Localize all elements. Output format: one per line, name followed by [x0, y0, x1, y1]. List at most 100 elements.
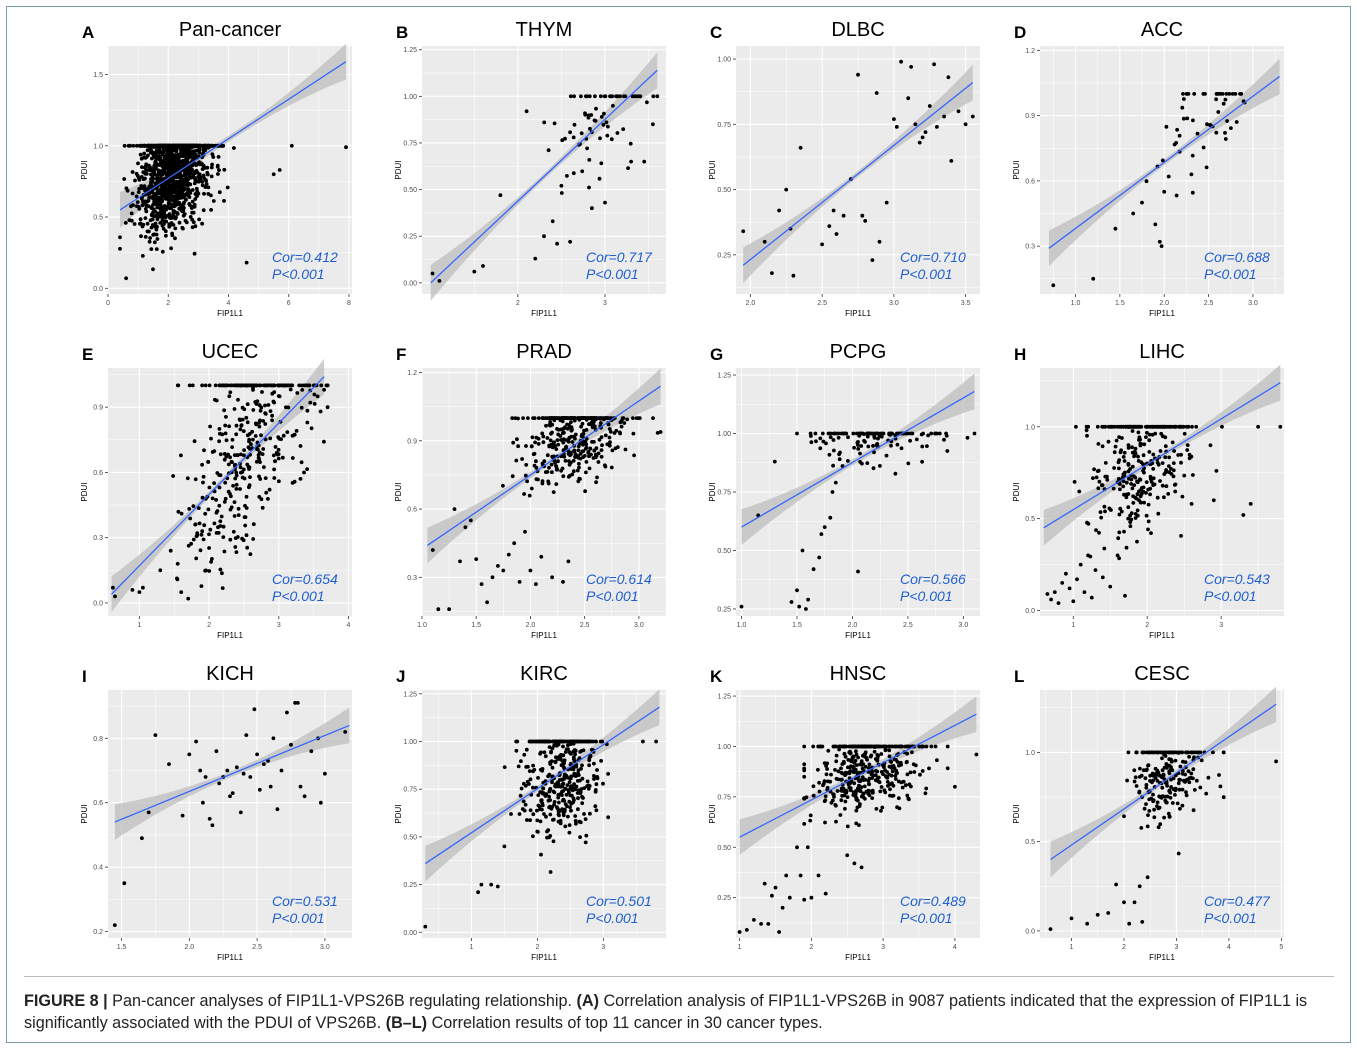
data-point [150, 206, 154, 211]
data-point [549, 749, 553, 754]
data-point [244, 733, 249, 737]
data-point [1113, 226, 1118, 231]
data-point [876, 754, 880, 758]
data-point [571, 796, 576, 801]
data-point [904, 783, 908, 788]
data-point [829, 800, 834, 805]
data-point [161, 205, 166, 210]
data-point [1126, 469, 1131, 474]
data-point [843, 799, 848, 804]
data-point [506, 552, 511, 557]
data-point [533, 739, 537, 744]
data-point [563, 458, 568, 463]
data-point [881, 431, 886, 436]
data-point [574, 739, 579, 744]
data-point [206, 507, 211, 512]
data-point [1214, 130, 1219, 135]
data-point [1178, 806, 1182, 811]
data-point [1211, 750, 1215, 755]
data-point [564, 747, 569, 752]
data-point [571, 766, 575, 771]
data-point [816, 873, 821, 878]
data-point [179, 205, 184, 210]
data-point [806, 597, 810, 602]
data-point [1141, 768, 1146, 773]
data-point [1122, 450, 1127, 455]
data-point [863, 796, 867, 801]
y-tick-label: 1.00 [403, 739, 417, 746]
data-point [161, 215, 166, 220]
data-point [1141, 485, 1146, 490]
data-point [582, 416, 587, 420]
data-point [201, 800, 205, 805]
data-point [1162, 752, 1166, 757]
data-point [593, 94, 597, 99]
x-tick-label: 3.5 [961, 300, 971, 307]
data-point [138, 152, 143, 157]
data-point [218, 473, 223, 478]
data-point [285, 710, 289, 715]
data-point [1274, 759, 1278, 764]
data-point [840, 744, 845, 749]
data-point [900, 744, 904, 749]
data-point [568, 416, 573, 420]
data-point [202, 448, 206, 453]
data-point [247, 485, 251, 490]
data-point [655, 94, 660, 99]
data-point [254, 459, 259, 464]
data-point [556, 809, 561, 814]
data-point [1186, 769, 1191, 774]
data-point [247, 467, 251, 471]
data-point [577, 465, 581, 470]
data-point [867, 782, 871, 787]
data-point [254, 402, 259, 406]
data-point [1122, 492, 1126, 497]
data-point [1124, 545, 1129, 550]
data-point [1162, 189, 1167, 194]
data-point [1179, 424, 1183, 429]
x-tick-label: 2 [207, 622, 211, 629]
data-point [1167, 750, 1172, 755]
data-point [834, 232, 839, 236]
data-point [174, 156, 178, 161]
data-point [917, 140, 922, 145]
data-point [297, 383, 302, 388]
y-tick-label: 1.2 [1025, 48, 1035, 55]
p-value: P<0.001 [900, 588, 953, 604]
data-point [191, 143, 195, 148]
data-point [211, 199, 216, 203]
data-point [212, 481, 217, 485]
data-point [1162, 495, 1166, 500]
data-point [235, 453, 240, 458]
data-point [540, 803, 545, 808]
data-point [133, 178, 137, 183]
data-point [600, 443, 604, 448]
data-point [290, 481, 295, 485]
data-point [514, 458, 519, 463]
y-tick-label: 1.25 [403, 47, 417, 54]
data-point [1149, 480, 1154, 484]
data-point [299, 405, 304, 410]
data-point [1175, 801, 1180, 806]
data-point [622, 421, 627, 425]
data-point [309, 426, 314, 431]
data-point [132, 222, 137, 226]
data-point [325, 383, 330, 388]
data-point [1160, 768, 1165, 773]
data-point [970, 114, 975, 119]
data-point [222, 167, 227, 172]
data-point [186, 177, 191, 182]
data-point [194, 739, 199, 744]
data-point [580, 763, 584, 768]
data-point [192, 171, 197, 176]
data-point [1180, 803, 1185, 808]
data-point [184, 220, 189, 225]
x-tick-label: 2.5 [903, 622, 913, 629]
data-point [1151, 467, 1156, 471]
data-point [224, 438, 229, 443]
data-point [890, 431, 895, 436]
data-point [250, 429, 255, 434]
data-point [1225, 119, 1229, 123]
data-point [1173, 758, 1178, 763]
data-point [613, 446, 618, 451]
